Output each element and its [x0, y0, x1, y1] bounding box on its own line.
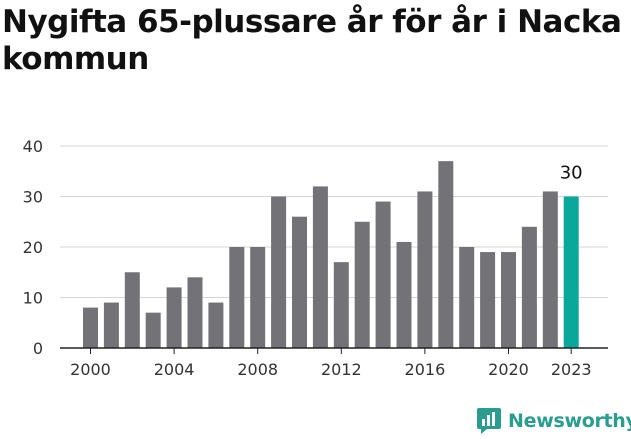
brand-logo[interactable]: Newsworthy	[476, 406, 631, 436]
bars	[83, 161, 579, 348]
chart-title: Nygifta 65-plussare år för år i Nacka ko…	[2, 4, 622, 77]
bar	[271, 196, 287, 348]
bar	[292, 216, 307, 348]
bar	[375, 201, 391, 348]
x-tick-label: 2012	[321, 360, 362, 379]
bar	[333, 262, 349, 348]
bar	[187, 277, 203, 348]
bar	[459, 247, 475, 348]
bar	[229, 247, 245, 348]
x-tick-label: 2008	[237, 360, 278, 379]
x-tick-label: 2020	[488, 360, 529, 379]
bar	[208, 302, 224, 348]
x-axis: 2000 2004 2008 2012 2016 2020 2023	[60, 347, 608, 379]
brand-name: Newsworthy	[508, 410, 631, 432]
bar	[542, 191, 558, 348]
bar	[166, 287, 182, 348]
bar	[417, 191, 433, 348]
bar	[521, 226, 537, 348]
bar	[480, 252, 496, 348]
bar	[396, 241, 412, 348]
x-tick-label: 2004	[154, 360, 195, 379]
data-labels: 30	[560, 163, 583, 184]
bar	[250, 247, 266, 348]
y-tick-label: 0	[33, 339, 43, 358]
bar	[312, 186, 328, 348]
y-tick-label: 40	[23, 137, 43, 156]
bar	[501, 252, 516, 348]
bar	[145, 312, 161, 348]
y-axis-ticks: 0 10 20 30 40	[23, 137, 43, 358]
newsworthy-logo-icon	[477, 408, 501, 434]
bar	[438, 161, 454, 348]
y-tick-label: 10	[23, 289, 43, 308]
y-tick-label: 20	[23, 238, 43, 257]
x-tick-label: 2023	[551, 360, 592, 379]
bar	[563, 196, 579, 348]
bar	[354, 221, 370, 348]
highlight-data-label: 30	[560, 163, 583, 184]
x-tick-label: 2016	[405, 360, 446, 379]
y-tick-label: 30	[23, 188, 43, 207]
bar	[124, 272, 140, 348]
bar	[83, 307, 98, 348]
bar	[103, 302, 119, 348]
x-tick-label: 2000	[70, 360, 111, 379]
